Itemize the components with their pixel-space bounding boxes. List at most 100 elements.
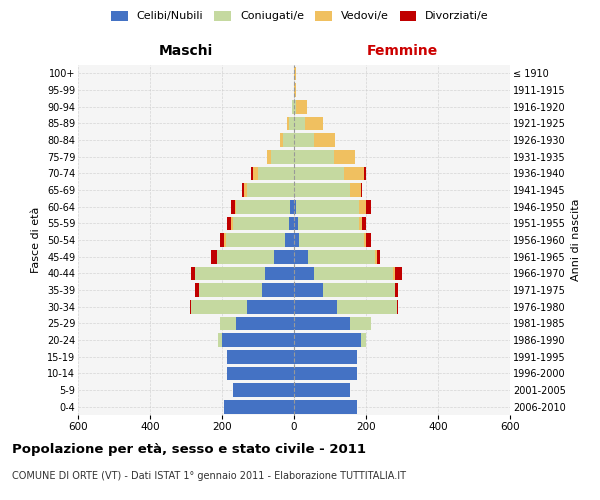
Bar bbox=[294, 350, 357, 364]
Bar bbox=[231, 216, 233, 230]
Bar bbox=[220, 316, 236, 330]
Bar bbox=[294, 233, 299, 247]
Bar bbox=[377, 250, 380, 264]
Bar bbox=[334, 150, 355, 164]
Bar bbox=[296, 100, 307, 114]
Bar bbox=[247, 300, 294, 314]
Bar bbox=[191, 266, 195, 280]
Bar bbox=[287, 116, 289, 130]
Bar bbox=[294, 133, 314, 147]
Bar bbox=[395, 283, 398, 297]
Bar bbox=[218, 333, 222, 347]
Bar bbox=[359, 200, 366, 213]
Bar bbox=[289, 216, 294, 230]
Bar bbox=[314, 133, 335, 147]
Bar bbox=[236, 200, 290, 213]
Bar bbox=[285, 233, 294, 247]
Bar bbox=[294, 250, 308, 264]
Bar bbox=[294, 200, 296, 213]
Text: COMUNE DI ORTE (VT) - Dati ISTAT 1° gennaio 2011 - Elaborazione TUTTITALIA.IT: COMUNE DI ORTE (VT) - Dati ISTAT 1° genn… bbox=[12, 471, 406, 481]
Bar bbox=[294, 116, 305, 130]
Bar bbox=[242, 183, 244, 197]
Bar bbox=[236, 316, 294, 330]
Bar bbox=[294, 266, 314, 280]
Bar bbox=[283, 133, 294, 147]
Bar bbox=[233, 383, 294, 397]
Bar bbox=[235, 200, 236, 213]
Bar bbox=[211, 250, 217, 264]
Bar bbox=[258, 166, 294, 180]
Bar bbox=[294, 300, 337, 314]
Text: Maschi: Maschi bbox=[159, 44, 213, 59]
Bar bbox=[294, 183, 350, 197]
Bar bbox=[350, 183, 361, 197]
Bar bbox=[294, 66, 296, 80]
Bar bbox=[362, 216, 366, 230]
Bar bbox=[361, 183, 362, 197]
Bar bbox=[393, 266, 395, 280]
Bar bbox=[294, 383, 350, 397]
Y-axis label: Fasce di età: Fasce di età bbox=[31, 207, 41, 273]
Bar bbox=[247, 183, 294, 197]
Bar bbox=[294, 83, 296, 97]
Bar bbox=[190, 300, 191, 314]
Bar bbox=[227, 350, 294, 364]
Bar bbox=[191, 300, 247, 314]
Bar bbox=[271, 150, 294, 164]
Bar bbox=[308, 250, 375, 264]
Bar bbox=[337, 300, 397, 314]
Bar bbox=[294, 166, 344, 180]
Bar bbox=[366, 200, 371, 213]
Bar bbox=[359, 216, 362, 230]
Legend: Celibi/Nubili, Coniugati/e, Vedovi/e, Divorziati/e: Celibi/Nubili, Coniugati/e, Vedovi/e, Di… bbox=[111, 10, 489, 22]
Bar bbox=[251, 166, 253, 180]
Bar bbox=[253, 166, 258, 180]
Bar bbox=[224, 233, 226, 247]
Text: Popolazione per età, sesso e stato civile - 2011: Popolazione per età, sesso e stato civil… bbox=[12, 442, 366, 456]
Bar bbox=[294, 216, 298, 230]
Bar bbox=[344, 166, 364, 180]
Bar bbox=[296, 200, 359, 213]
Bar bbox=[314, 266, 393, 280]
Bar bbox=[195, 266, 265, 280]
Bar bbox=[323, 283, 395, 297]
Bar bbox=[280, 133, 283, 147]
Bar bbox=[294, 316, 350, 330]
Bar bbox=[244, 183, 247, 197]
Bar bbox=[305, 116, 323, 130]
Bar bbox=[262, 283, 294, 297]
Bar bbox=[265, 266, 294, 280]
Bar bbox=[227, 366, 294, 380]
Bar bbox=[231, 200, 235, 213]
Bar bbox=[294, 333, 361, 347]
Bar bbox=[366, 233, 371, 247]
Bar bbox=[294, 150, 334, 164]
Bar bbox=[294, 100, 296, 114]
Bar bbox=[375, 250, 377, 264]
Bar bbox=[397, 300, 398, 314]
Text: Femmine: Femmine bbox=[367, 44, 437, 59]
Bar bbox=[364, 166, 366, 180]
Bar bbox=[294, 366, 357, 380]
Bar bbox=[294, 400, 357, 413]
Y-axis label: Anni di nascita: Anni di nascita bbox=[571, 198, 581, 281]
Bar bbox=[220, 233, 224, 247]
Bar bbox=[267, 150, 271, 164]
Bar bbox=[294, 283, 323, 297]
Bar bbox=[199, 283, 262, 297]
Bar bbox=[222, 333, 294, 347]
Bar bbox=[299, 233, 364, 247]
Bar bbox=[289, 116, 294, 130]
Bar bbox=[227, 216, 231, 230]
Bar bbox=[298, 216, 359, 230]
Bar bbox=[290, 200, 294, 213]
Bar bbox=[361, 333, 366, 347]
Bar bbox=[364, 233, 366, 247]
Bar bbox=[292, 100, 294, 114]
Bar bbox=[233, 216, 289, 230]
Bar bbox=[274, 250, 294, 264]
Bar bbox=[350, 316, 371, 330]
Bar bbox=[224, 400, 294, 413]
Bar bbox=[395, 266, 402, 280]
Bar bbox=[217, 250, 274, 264]
